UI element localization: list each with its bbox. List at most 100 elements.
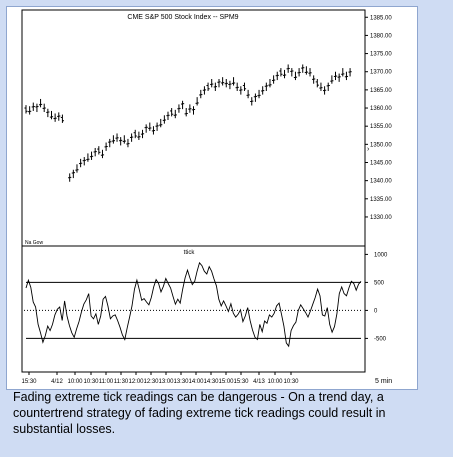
price-bar	[97, 146, 101, 155]
price-bar	[122, 135, 126, 144]
price-marker: ›	[367, 146, 370, 153]
price-bar	[286, 64, 290, 73]
price-bar	[257, 89, 261, 99]
price-bar	[264, 82, 268, 91]
price-bar	[344, 71, 349, 81]
price-bar	[348, 68, 352, 77]
x-axis-tick-label: 15:00	[218, 379, 234, 385]
price-bar	[330, 75, 334, 84]
price-bar	[104, 142, 108, 151]
figure-card: CME S&P 500 Stock Index -- SPM9 Na Gow t…	[6, 6, 418, 390]
price-bar	[38, 98, 43, 108]
price-bar	[166, 111, 170, 121]
x-axis-tick-label: 14:30	[203, 379, 219, 385]
price-bar	[133, 129, 137, 139]
price-bar	[42, 103, 46, 113]
price-bar	[126, 138, 130, 148]
price-bar	[75, 164, 79, 173]
price-bar	[24, 105, 28, 114]
price-chart-title: CME S&P 500 Stock Index -- SPM9	[127, 14, 238, 21]
price-bar	[60, 114, 65, 123]
price-bar	[129, 133, 134, 142]
tick-series-line	[25, 261, 362, 348]
price-bar	[341, 68, 345, 77]
tick-axis-tick-label: -500	[374, 336, 387, 342]
price-bar	[35, 103, 39, 113]
tick-axis-tick-label: 1000	[374, 252, 388, 258]
price-bar	[199, 89, 203, 99]
price-bar	[322, 86, 327, 95]
price-bar	[111, 135, 115, 144]
price-bar	[140, 129, 145, 139]
price-bar	[115, 133, 119, 142]
x-axis-tick-label: 11:00	[99, 379, 114, 385]
x-axis-tick-label: 13:00	[158, 379, 174, 385]
price-axis-tick-label: 1355.00	[370, 124, 392, 130]
price-bar	[86, 153, 90, 162]
price-bar	[177, 104, 181, 113]
price-bar	[46, 108, 50, 118]
price-bar	[89, 151, 94, 160]
price-bar	[242, 82, 247, 91]
price-bar	[290, 68, 294, 77]
price-bar	[210, 78, 214, 88]
price-bar	[261, 86, 265, 95]
price-bar	[293, 71, 298, 81]
price-bar	[337, 73, 341, 82]
price-bar	[239, 86, 243, 95]
price-bar	[137, 131, 141, 140]
price-bar	[206, 82, 210, 91]
price-bar	[235, 82, 239, 91]
price-bar	[159, 118, 163, 128]
x-axis-tick-label: 14:00	[188, 379, 204, 385]
price-bar	[71, 169, 75, 179]
tick-axis-tick-label: 500	[374, 280, 385, 286]
price-bar	[231, 77, 236, 86]
price-bar	[246, 89, 250, 99]
price-bar	[82, 157, 86, 166]
price-bar	[170, 108, 174, 117]
price-bar	[180, 100, 185, 110]
price-axis-tick-label: 1345.00	[370, 160, 392, 166]
price-bar	[301, 64, 305, 73]
chart-area: CME S&P 500 Stock Index -- SPM9 Na Gow t…	[21, 9, 392, 385]
price-bar	[49, 110, 54, 120]
x-axis-tick-label: 4/12	[51, 379, 63, 385]
price-bar	[79, 158, 83, 168]
x-axis-tick-label: 12:30	[143, 379, 159, 385]
price-axis-tick-label: 1335.00	[370, 197, 392, 203]
price-bar	[221, 77, 225, 86]
tick-axis-tick-label: 0	[374, 308, 378, 314]
price-bar	[188, 104, 192, 113]
price-bar	[272, 75, 276, 84]
x-axis-tick-label: 12:00	[128, 379, 144, 385]
price-bar	[304, 66, 308, 75]
price-bar	[228, 80, 232, 90]
price-bar	[213, 82, 217, 91]
price-axis-tick-label: 1380.00	[370, 33, 392, 39]
price-bar	[250, 97, 254, 106]
price-bar	[319, 82, 323, 91]
price-panel-frame	[21, 9, 366, 247]
price-bar	[100, 149, 105, 159]
price-bar	[162, 115, 166, 124]
x-axis-tick-label: 10:30	[83, 379, 99, 385]
price-bar	[28, 106, 32, 115]
x-axis-tick-label: 4/13	[253, 379, 265, 385]
price-bar	[326, 82, 330, 91]
price-bar	[333, 71, 338, 81]
price-bar	[57, 112, 61, 121]
price-bar	[253, 93, 258, 102]
price-axis-tick-label: 1365.00	[370, 88, 392, 94]
price-bar	[155, 122, 159, 131]
x-axis-tick-label: 11:30	[114, 379, 129, 385]
price-bar	[191, 106, 196, 115]
price-axis-tick-label: 1340.00	[370, 179, 392, 185]
tick-chart-title: ttick	[184, 250, 196, 256]
x-axis-tick-label: 10:30	[283, 379, 299, 385]
price-axis-tick-label: 1330.00	[370, 215, 392, 221]
x-interval-label: 5 min	[375, 378, 392, 385]
x-axis-tick-label: 13:30	[173, 379, 189, 385]
price-bar	[275, 71, 279, 81]
price-bar	[173, 109, 177, 119]
